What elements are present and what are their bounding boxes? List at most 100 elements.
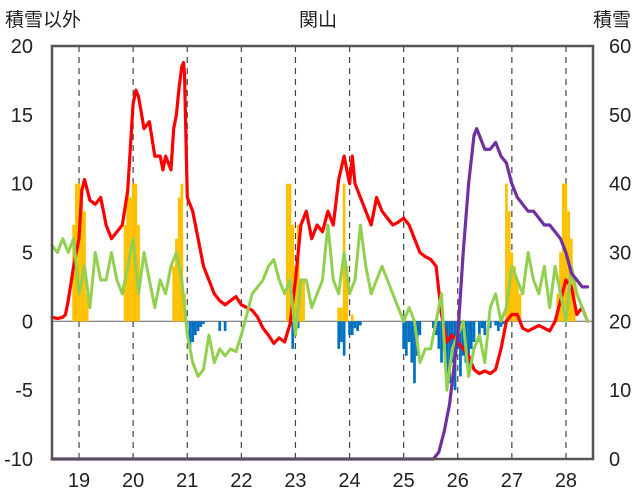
- bar: [350, 314, 354, 322]
- y-tick-right: 30: [609, 243, 631, 265]
- bar: [85, 293, 89, 322]
- x-tick: 28: [555, 470, 577, 492]
- bar: [448, 321, 451, 384]
- bar: [494, 321, 497, 326]
- bar: [337, 307, 341, 322]
- plot-frame: [50, 44, 595, 461]
- bar: [488, 321, 492, 329]
- y-tick-right: 40: [609, 174, 631, 196]
- x-tick: 24: [338, 470, 360, 492]
- bar: [80, 197, 84, 322]
- bar: [561, 183, 565, 322]
- bar: [348, 321, 351, 336]
- bar: [218, 321, 222, 331]
- bar: [285, 183, 289, 322]
- left-axis-title: 積雪以外: [5, 9, 81, 31]
- x-tick: 20: [122, 470, 144, 492]
- bar: [288, 183, 292, 322]
- bar: [410, 321, 414, 363]
- bar: [407, 321, 411, 342]
- bar: [194, 321, 197, 336]
- bar: [191, 321, 195, 342]
- bar: [461, 321, 465, 356]
- y-tick-left: -10: [4, 449, 33, 471]
- y-tick-right: 50: [609, 105, 631, 127]
- y-tick-right: 10: [609, 380, 631, 402]
- bar: [478, 321, 481, 342]
- bar: [337, 321, 341, 349]
- bar: [496, 321, 500, 331]
- bar: [296, 224, 300, 322]
- x-tick: 22: [230, 470, 252, 492]
- bar: [518, 293, 522, 322]
- bar: [299, 280, 303, 322]
- bar: [294, 266, 297, 322]
- y-tick-left: 0: [22, 311, 33, 333]
- bar: [359, 321, 362, 326]
- bar: [291, 321, 295, 349]
- chart-title: 関山: [299, 9, 337, 31]
- bar: [137, 224, 140, 322]
- x-tick: 19: [68, 470, 90, 492]
- bar: [459, 321, 462, 377]
- bar: [483, 321, 487, 336]
- y-tick-right: 60: [609, 36, 631, 58]
- bar: [432, 321, 435, 329]
- y-tick-left: 15: [11, 105, 33, 127]
- bar: [77, 183, 81, 322]
- bar: [402, 321, 406, 349]
- bar: [342, 321, 346, 356]
- bar: [515, 280, 519, 322]
- bar: [296, 321, 300, 329]
- bar: [502, 321, 506, 325]
- bar: [507, 211, 511, 322]
- bar: [180, 183, 184, 322]
- bar: [467, 321, 470, 370]
- bar: [469, 321, 473, 349]
- x-tick: 21: [176, 470, 198, 492]
- bar: [340, 321, 343, 342]
- bar: [450, 321, 454, 363]
- bar: [356, 321, 360, 331]
- bar: [345, 266, 349, 322]
- bar: [350, 321, 354, 336]
- grid-lines: [52, 46, 593, 459]
- x-tick: 27: [501, 470, 523, 492]
- bar: [499, 321, 503, 327]
- bar: [172, 266, 176, 322]
- y-tick-right: 0: [609, 449, 620, 471]
- bar: [510, 252, 514, 322]
- y-tick-left: 5: [22, 243, 33, 265]
- bar: [437, 321, 441, 349]
- bar: [340, 307, 343, 322]
- y-tick-left: 20: [11, 36, 33, 58]
- bar: [175, 238, 178, 322]
- bar: [413, 321, 416, 384]
- bar: [302, 280, 305, 322]
- bar: [405, 321, 408, 356]
- bar: [223, 321, 227, 331]
- bar: [199, 321, 203, 327]
- bar: [480, 321, 484, 329]
- y-tick-left: -5: [15, 380, 33, 402]
- x-tick: 26: [447, 470, 469, 492]
- bar: [291, 224, 295, 322]
- bar: [126, 183, 130, 322]
- x-tick: 23: [284, 470, 306, 492]
- bar: [513, 266, 516, 322]
- bar: [196, 321, 200, 331]
- y-tick-left: 10: [11, 174, 33, 196]
- bar: [418, 321, 422, 336]
- right-axis-title: 積雪: [593, 9, 631, 31]
- series-line: [50, 60, 590, 376]
- bar: [202, 321, 205, 325]
- y-tick-right: 20: [609, 311, 631, 333]
- bar: [445, 321, 449, 377]
- bar: [353, 321, 357, 329]
- bar: [472, 321, 476, 342]
- bar: [440, 321, 443, 363]
- bar: [188, 321, 192, 349]
- series-line: [50, 223, 590, 392]
